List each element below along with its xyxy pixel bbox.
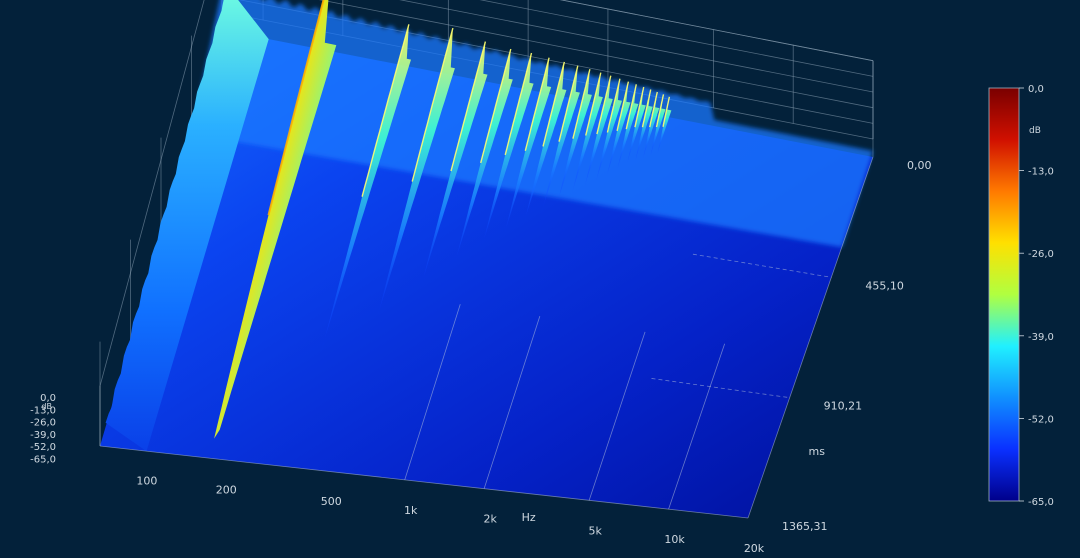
resonance-crest: [542, 61, 566, 147]
resonance-crest: [616, 81, 630, 132]
resonance-crest: [361, 24, 410, 197]
colorbar-tick-label: -52,0: [1028, 414, 1054, 425]
box-top-edge: [559, 0, 874, 62]
front-floor-edge: [99, 445, 749, 519]
frequency-tick-label: 1k: [404, 504, 418, 517]
db-ticks: 0,0-13,0 -26,0-39,0-52,0 -65,0 dB: [30, 393, 56, 466]
db-tick-label: -39,0: [30, 430, 56, 441]
time-axis-label: ms: [809, 445, 826, 458]
resonance-ridge: [376, 28, 455, 321]
resonance-ridge: [504, 57, 552, 235]
frequency-gridline: [668, 343, 726, 510]
colorbar-tick-label: -13,0: [1028, 167, 1054, 178]
frequency-gridline: [483, 316, 541, 489]
resonance-crest: [634, 86, 645, 128]
resonance-crest: [504, 52, 533, 156]
resonance-ridge: [643, 92, 660, 159]
resonance-ridge: [454, 49, 513, 266]
resonance-ridge: [572, 72, 603, 192]
resonance-ridge: [650, 94, 666, 156]
resonance-ridge: [607, 81, 631, 175]
resonance-ridge: [482, 53, 534, 247]
colorbar-unit-label: dB: [1029, 126, 1041, 136]
resonance-crest: [524, 57, 550, 151]
colorbar-tick-label: -39,0: [1028, 332, 1054, 343]
resonance-crest: [641, 89, 652, 128]
resonance-ridge: [657, 96, 672, 154]
resonance-crest: [450, 41, 487, 172]
frequency-tick-label: 500: [321, 495, 342, 508]
resonance-ridge: [627, 87, 646, 163]
colorbar-tick-label: 0,0: [1028, 84, 1044, 95]
colorbar-bar: [988, 87, 1020, 502]
resonance-crest: [596, 75, 612, 135]
resonance-ridge: [524, 61, 567, 223]
right-floor-edge: [747, 156, 874, 519]
resonance-crest: [267, 0, 325, 216]
resonance-ridge: [542, 65, 580, 210]
resonance-crest: [411, 27, 454, 182]
time-tick-label: 455,10: [865, 279, 904, 292]
resonance-ridge: [617, 84, 639, 169]
resonance-crest: [625, 84, 637, 130]
resonance-crest: [606, 78, 621, 133]
resonance-crest: [662, 96, 671, 127]
time-ticks: 0,00 455,10 910,21 1365,31 ms: [782, 159, 932, 533]
colorbar: 0,0 -13,0 -26,0 -39,0 -52,0 -65,0 dB: [988, 84, 1054, 508]
db-tick-label: -52,0: [30, 442, 56, 453]
back-wall-hline: [479, 0, 874, 77]
db-tick-label: -65,0: [30, 455, 56, 466]
time-gridline: [692, 253, 832, 278]
frequency-tick-label: 20k: [744, 542, 765, 555]
resonance-ridge: [420, 41, 488, 288]
resonance-ridge: [558, 69, 592, 201]
resonance-crest: [558, 65, 579, 142]
resonance-ridge: [214, 0, 337, 439]
db-tick-label: -26,0: [30, 418, 56, 429]
resonance-ridge: [635, 89, 653, 161]
resonance-crest: [649, 91, 658, 128]
time-gridline: [651, 378, 790, 399]
frequency-gridline: [588, 331, 646, 501]
resonance-crest: [480, 48, 512, 164]
frequency-tick-label: 200: [216, 483, 237, 496]
colorbar-tick-label: -65,0: [1028, 497, 1054, 508]
frequency-axis-label: Hz: [522, 511, 536, 524]
front-grid-lines: [99, 156, 874, 519]
resonance-ridge: [596, 78, 622, 181]
colorbar-tick-label: -26,0: [1028, 249, 1054, 260]
spectrum-surface: [100, 0, 873, 518]
time-tick-label: 0,00: [907, 159, 932, 172]
low-frequency-wall: [105, 0, 269, 452]
resonance-crest: [585, 72, 602, 136]
frequency-tick-label: 10k: [664, 533, 685, 546]
db-tick-label: 0,0: [40, 393, 56, 404]
frequency-ticks: 100 200 500 1k 2k 5k 10k 20k Hz: [136, 475, 764, 555]
frequency-tick-label: 100: [136, 475, 157, 488]
resonance-crest: [655, 94, 665, 128]
frequency-gridline: [404, 304, 461, 480]
frequency-tick-label: 2k: [483, 513, 497, 526]
back-wall-hline: [318, 0, 874, 109]
resonance-ridge: [321, 24, 411, 353]
time-tick-label: 1365,31: [782, 520, 828, 533]
db-unit-label: dB: [41, 402, 52, 411]
time-tick-label: 910,21: [824, 400, 863, 413]
back-wall-hline: [399, 0, 874, 93]
box-left-top-edge: [99, 0, 205, 387]
frequency-tick-label: 5k: [588, 524, 602, 537]
resonance-crest: [572, 69, 591, 139]
resonance-ridge: [584, 75, 613, 187]
db-tick-label: -13,0: [30, 405, 56, 416]
